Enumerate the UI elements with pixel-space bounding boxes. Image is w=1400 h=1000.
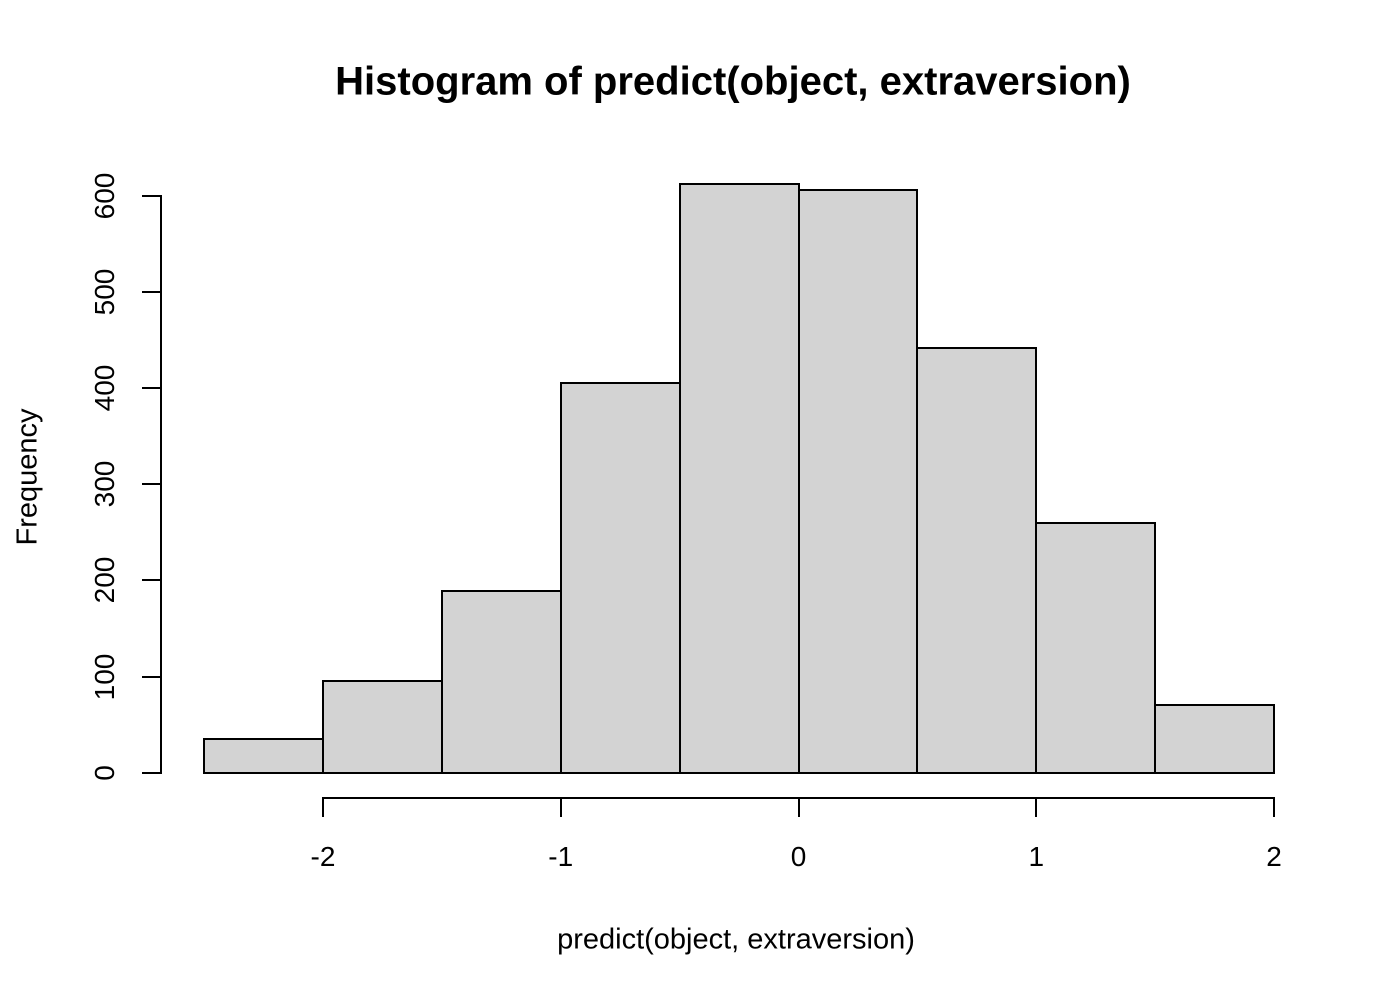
histogram-bar [1035,521,1157,774]
y-tick-label: 500 [89,268,120,316]
histogram-bar [678,183,800,774]
histogram-bar [203,738,324,774]
x-axis-label: predict(object, extraversion) [557,923,915,956]
y-tick-mark [142,290,161,293]
y-tick-label: 200 [89,557,120,604]
y-tick-label: 600 [89,172,120,220]
histogram-bar [559,382,681,774]
x-tick-mark [559,797,562,817]
x-tick-label: 1 [1028,841,1045,872]
y-tick-mark [142,675,161,678]
x-tick-label: 0 [790,841,807,872]
chart-title: Histogram of predict(object, extraversio… [335,59,1131,104]
y-tick-mark [142,194,161,197]
y-tick-label: 400 [89,364,120,412]
histogram-bar [916,346,1038,774]
x-tick-mark [1273,797,1275,817]
x-tick-label: -1 [548,841,574,872]
x-tick-label: -2 [310,841,336,872]
x-tick-label: 2 [1266,841,1282,872]
y-tick-mark [142,771,161,774]
histogram-bar [440,589,562,774]
y-axis-label: Frequency [11,408,44,546]
x-tick-mark [797,797,800,817]
y-axis-line [160,194,162,774]
histogram-bar [322,680,443,774]
y-tick-mark [142,579,161,582]
x-tick-mark [322,797,324,817]
y-tick-label: 100 [89,653,120,700]
y-tick-label: 300 [89,460,120,508]
histogram-bar [1154,704,1275,774]
y-tick-mark [142,483,161,486]
x-tick-mark [1035,797,1038,817]
histogram-bar [797,188,919,774]
y-tick-label: 0 [89,764,120,781]
y-tick-mark [142,387,161,390]
